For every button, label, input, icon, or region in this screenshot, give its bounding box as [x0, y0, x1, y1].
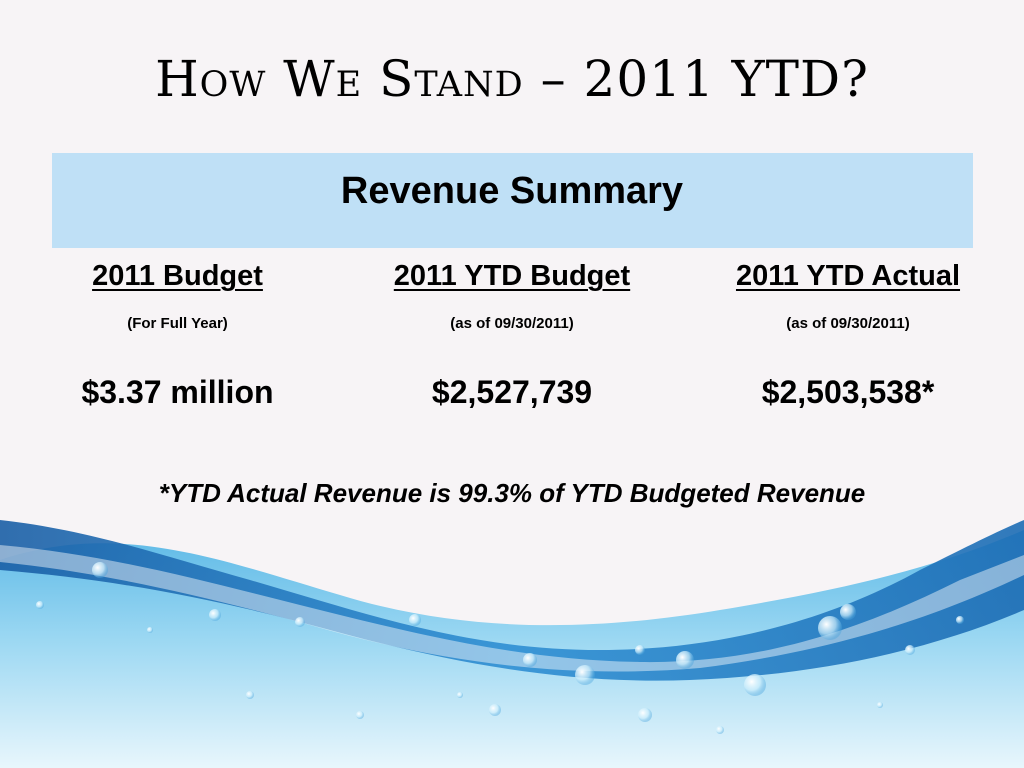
budget-column: 2011 Budget (For Full Year) $3.37 millio… — [55, 260, 300, 411]
slide-title: How We Stand – 2011 YTD? — [155, 50, 869, 108]
column-heading: 2011 Budget — [92, 260, 263, 292]
column-subheading: (as of 09/30/2011) — [786, 315, 910, 332]
revenue-summary-banner — [52, 153, 973, 248]
ytd-actual-column: 2011 YTD Actual (as of 09/30/2011) $2,50… — [700, 260, 996, 411]
column-value: $2,503,538* — [761, 374, 935, 410]
column-subheading: (For Full Year) — [127, 315, 228, 332]
column-value: $3.37 million — [81, 374, 274, 410]
column-heading: 2011 YTD Actual — [735, 260, 961, 292]
ytd-budget-column: 2011 YTD Budget (as of 09/30/2011) $2,52… — [362, 260, 662, 411]
water-wave-decoration — [0, 520, 1024, 768]
column-value: $2,527,739 — [431, 374, 593, 410]
footnote: *YTD Actual Revenue is 99.3% of YTD Budg… — [158, 478, 866, 508]
column-heading: 2011 YTD Budget — [393, 260, 631, 292]
banner-title: Revenue Summary — [340, 170, 684, 212]
column-subheading: (as of 09/30/2011) — [450, 315, 574, 332]
